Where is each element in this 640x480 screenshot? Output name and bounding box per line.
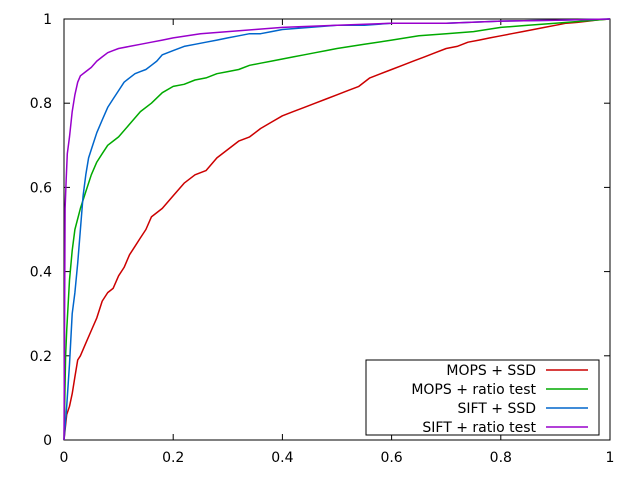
series-line-1 [63,18,611,441]
y-tick-label: 0.2 [30,349,52,365]
legend-label: SIFT + ratio test [422,420,536,436]
y-tick-label: 0.8 [30,96,52,112]
x-tick-label: 0.4 [271,450,293,466]
legend-box [365,359,600,436]
legend-label: SIFT + SSD [457,401,536,417]
series-line-2 [63,18,611,441]
legend: MOPS + SSD MOPS + ratio test SIFT + SSD SIF… [365,359,600,436]
series-line-4 [63,18,611,441]
x-tick-label: 0.8 [490,450,512,466]
legend-label: MOPS + ratio test [411,382,536,398]
y-tick-label: 1 [43,12,52,28]
x-tick-label: 1 [606,450,615,466]
series-lines [63,18,611,441]
plot-frame [63,18,611,441]
y-tick-label: 0.4 [30,265,52,281]
x-tick-label: 0.6 [380,450,402,466]
y-tick-label: 0.6 [30,180,52,196]
x-tick-label: 0.2 [162,450,184,466]
y-tick-label: 0 [43,433,52,449]
x-tick-label: 0 [60,450,69,466]
axis-ticks: 0 0.2 0.4 0.6 0.8 1 0 0.2 0.4 0.6 0.8 1 [30,12,615,466]
legend-label: MOPS + SSD [446,363,536,379]
series-line-3 [63,18,611,441]
